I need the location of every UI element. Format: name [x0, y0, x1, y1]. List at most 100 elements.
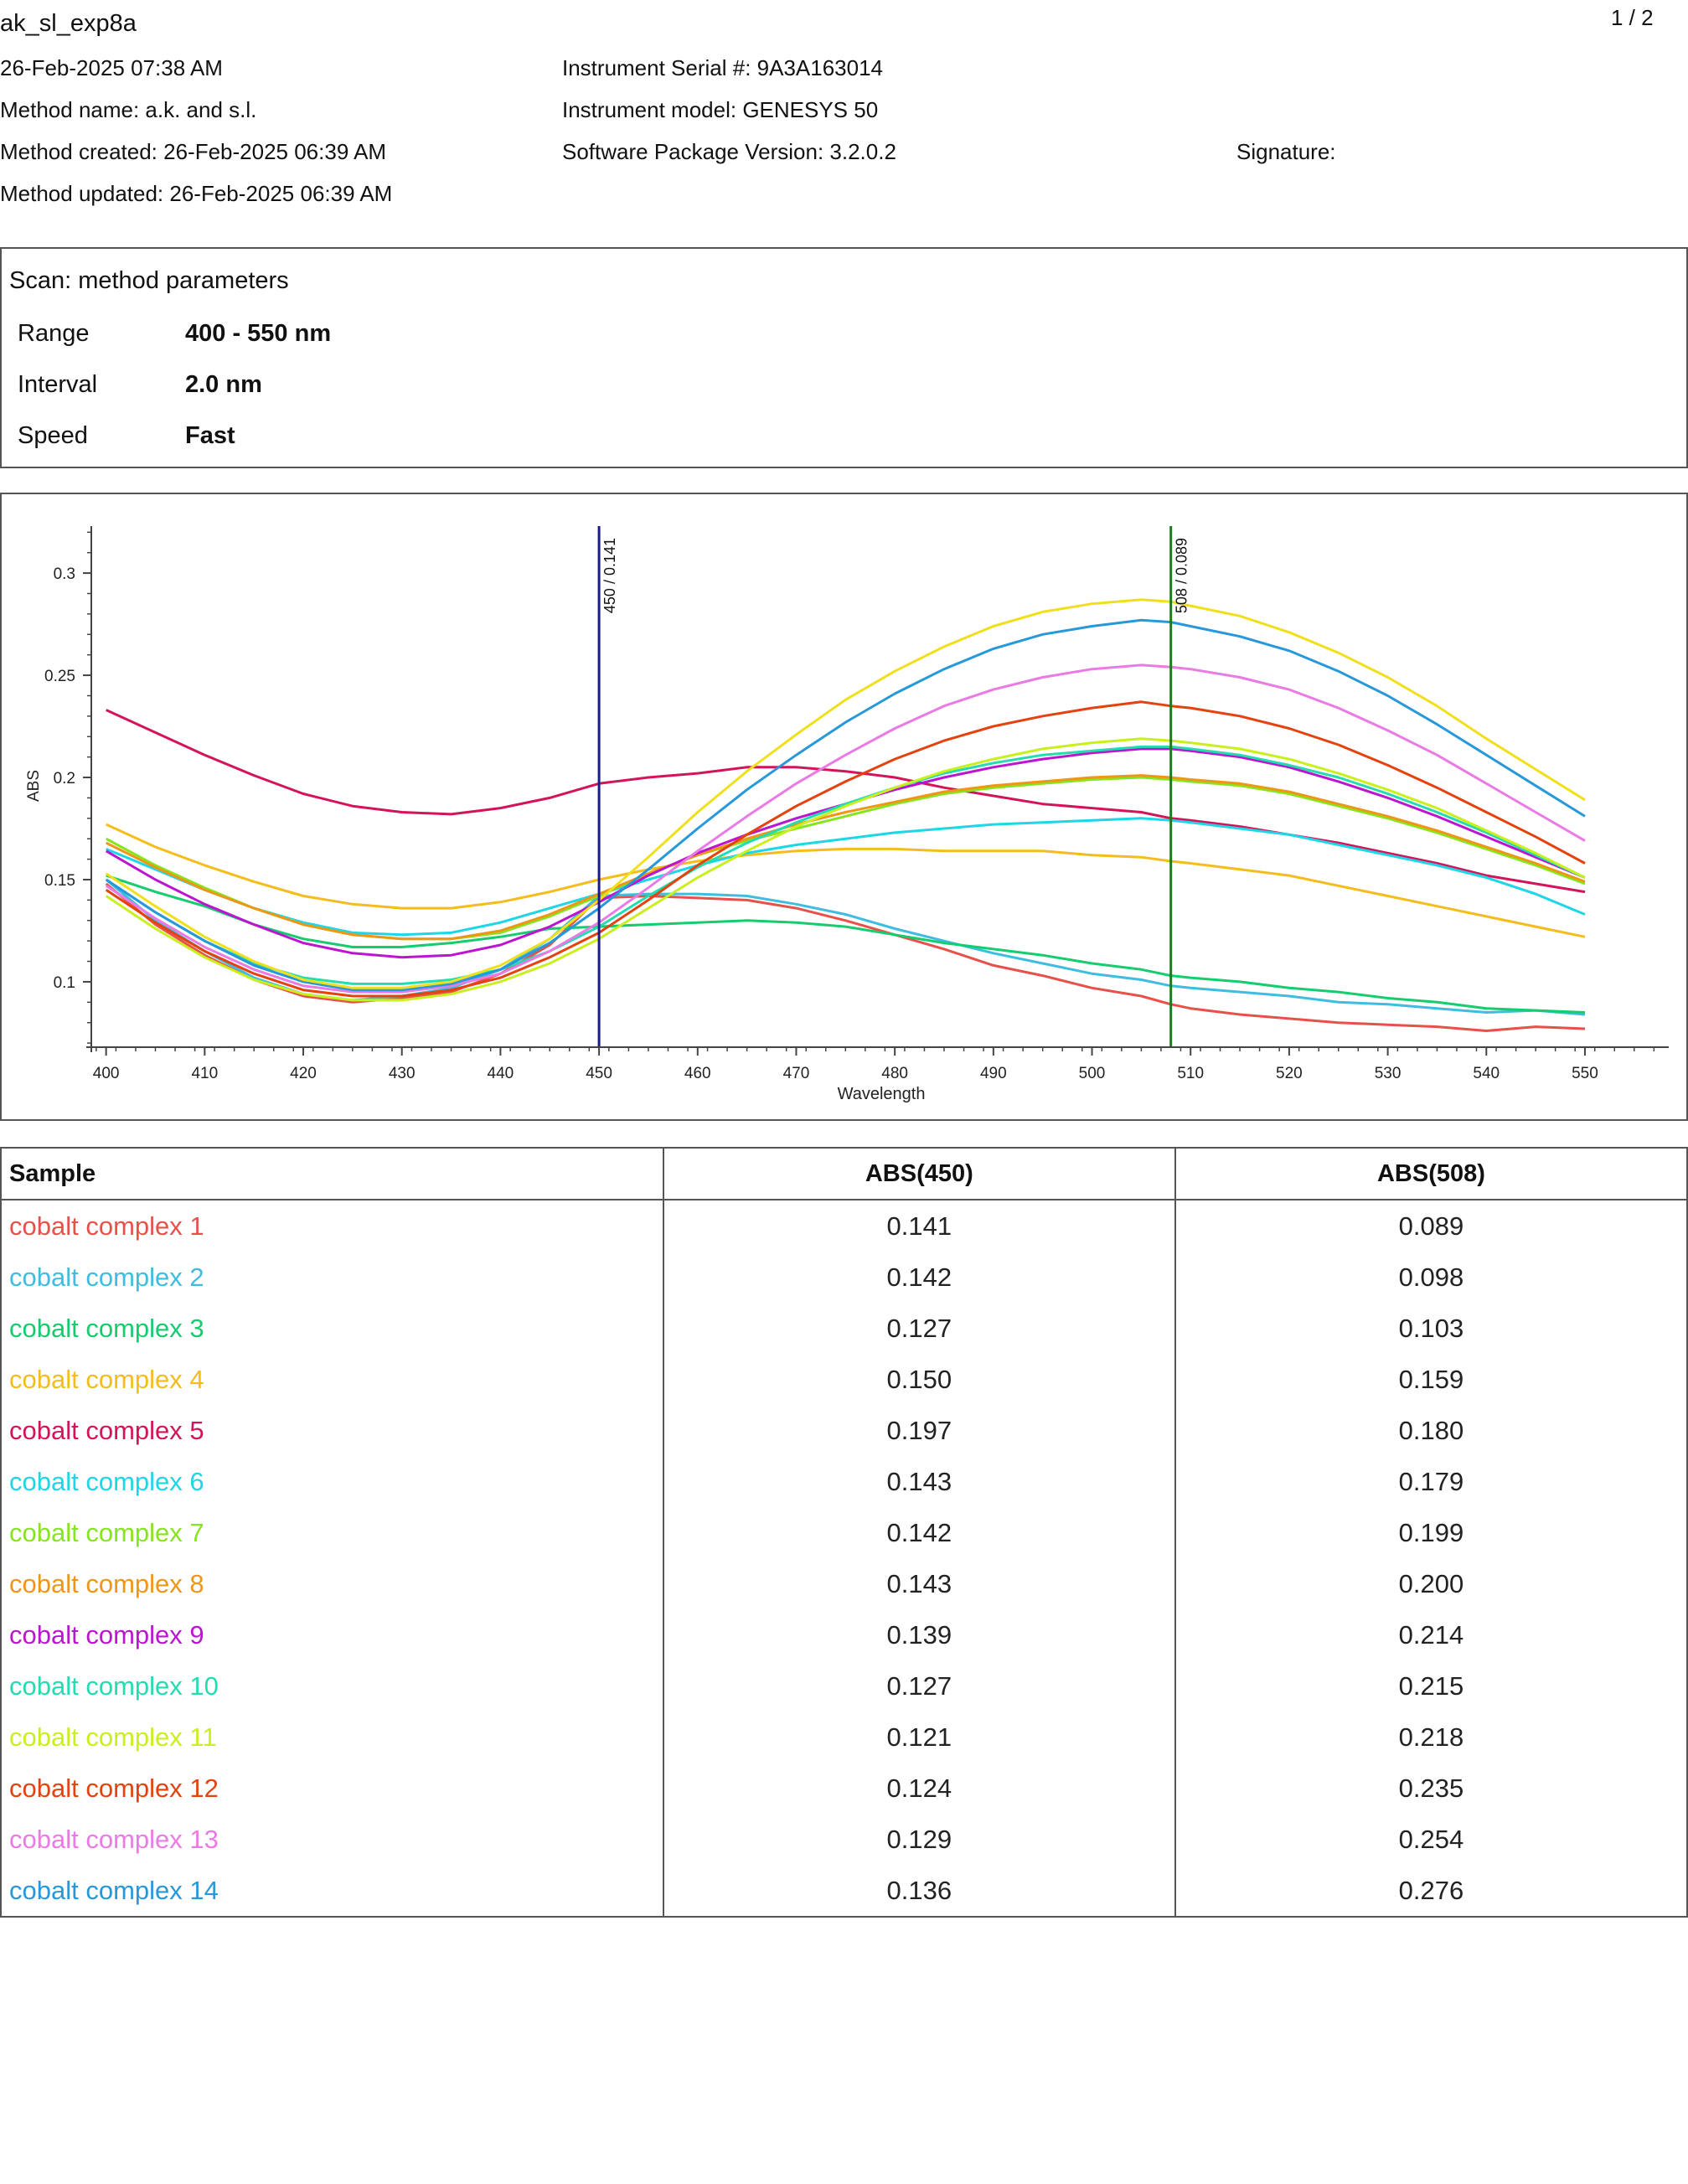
abs450-value: 0.124	[662, 1763, 1176, 1814]
software-version: Software Package Version: 3.2.0.2	[562, 139, 896, 164]
param-label-interval: Interval	[18, 371, 98, 398]
method-created: Method created: 26-Feb-2025 06:39 AM	[0, 139, 387, 164]
x-tick-label: 550	[1572, 1065, 1598, 1082]
x-tick-label: 490	[980, 1065, 1007, 1082]
series-line-8	[106, 774, 1586, 941]
params-title: Scan: method parameters	[9, 267, 289, 294]
table-row: cobalt complex 5 0.197 0.180	[0, 1405, 1688, 1456]
page-number: 1 / 2	[1611, 5, 1654, 30]
param-value-range: 400 - 550 nm	[185, 320, 332, 347]
table-row: cobalt complex 12 0.124 0.235	[0, 1763, 1688, 1814]
table-row: cobalt complex 6 0.143 0.179	[0, 1456, 1688, 1507]
signature-label: Signature:	[1236, 139, 1336, 164]
param-label-speed: Speed	[18, 422, 88, 449]
table-row: cobalt complex 4 0.150 0.159	[0, 1354, 1688, 1405]
y-axis-label: ABS	[25, 770, 43, 802]
abs450-value: 0.197	[662, 1405, 1176, 1456]
param-label-range: Range	[18, 320, 90, 347]
abs508-value: 0.089	[1174, 1200, 1688, 1252]
spectrum-chart: 450 / 0.141 508 / 0.089 0.1 0.15 0.2 0.25 0.3…	[25, 526, 1669, 1103]
series-line-3	[106, 874, 1586, 1014]
series-line-4	[106, 823, 1586, 938]
abs450-value: 0.142	[662, 1507, 1176, 1558]
method-updated: Method updated: 26-Feb-2025 06:39 AM	[0, 181, 393, 206]
series-line-6	[106, 817, 1586, 937]
method-name: Method name: a.k. and s.l.	[0, 97, 257, 122]
marker-label: 508 / 0.089	[1174, 538, 1190, 613]
table-row: cobalt complex 10 0.127 0.215	[0, 1660, 1688, 1712]
abs508-value: 0.179	[1174, 1456, 1688, 1507]
sample-name: cobalt complex 7	[0, 1507, 664, 1558]
abs450-value: 0.141	[662, 1200, 1176, 1252]
table-row: cobalt complex 11 0.121 0.218	[0, 1712, 1688, 1763]
sample-name: cobalt complex 12	[0, 1763, 664, 1814]
sample-name: cobalt complex 5	[0, 1405, 664, 1456]
x-tick-label: 540	[1473, 1065, 1500, 1082]
instrument-serial: Instrument Serial #: 9A3A163014	[562, 55, 884, 80]
abs450-value: 0.129	[662, 1814, 1176, 1865]
abs508-value: 0.254	[1174, 1814, 1688, 1865]
abs450-value: 0.150	[662, 1354, 1176, 1405]
abs508-value: 0.200	[1174, 1558, 1688, 1609]
y-tick-label: 0.25	[44, 668, 75, 685]
sample-name: cobalt complex 10	[0, 1660, 664, 1712]
x-tick-label: 480	[881, 1065, 908, 1082]
x-tick-label: 440	[488, 1065, 514, 1082]
sample-name: cobalt complex 11	[0, 1712, 664, 1763]
x-tick-label: 400	[93, 1065, 120, 1082]
x-tick-label: 410	[191, 1065, 218, 1082]
x-tick-label: 470	[783, 1065, 810, 1082]
abs508-value: 0.215	[1174, 1660, 1688, 1712]
sample-name: cobalt complex 14	[0, 1865, 664, 1918]
table-row: cobalt complex 2 0.142 0.098	[0, 1252, 1688, 1303]
abs450-value: 0.121	[662, 1712, 1176, 1763]
x-tick-label: 520	[1276, 1065, 1303, 1082]
abs508-value: 0.199	[1174, 1507, 1688, 1558]
abs508-value: 0.218	[1174, 1712, 1688, 1763]
results-table: Sample ABS(450) ABS(508) cobalt complex …	[0, 1147, 1688, 1918]
table-row: cobalt complex 13 0.129 0.254	[0, 1814, 1688, 1865]
x-axis-label: Wavelength	[838, 1085, 926, 1103]
x-tick-label: 430	[389, 1065, 416, 1082]
table-row: cobalt complex 8 0.143 0.200	[0, 1558, 1688, 1609]
series-line-13	[105, 663, 1586, 994]
report-datetime: 26-Feb-2025 07:38 AM	[0, 55, 223, 80]
abs508-value: 0.235	[1174, 1763, 1688, 1814]
sample-name: cobalt complex 3	[0, 1303, 664, 1354]
x-tick-label: 420	[290, 1065, 317, 1082]
abs508-value: 0.180	[1174, 1405, 1688, 1456]
abs450-value: 0.143	[662, 1558, 1176, 1609]
column-header-abs508: ABS(508)	[1174, 1147, 1688, 1200]
abs508-value: 0.159	[1174, 1354, 1688, 1405]
column-header-sample: Sample	[0, 1147, 664, 1200]
abs508-value: 0.098	[1174, 1252, 1688, 1303]
series-line-12	[105, 700, 1586, 998]
table-row: cobalt complex 9 0.139 0.214	[0, 1609, 1688, 1660]
sample-name: cobalt complex 6	[0, 1456, 664, 1507]
y-tick-label: 0.15	[44, 872, 75, 890]
instrument-model: Instrument model: GENESYS 50	[562, 97, 879, 122]
abs508-value: 0.214	[1174, 1609, 1688, 1660]
table-row: cobalt complex 14 0.136 0.276	[0, 1865, 1688, 1918]
param-value-interval: 2.0 nm	[185, 371, 262, 398]
series-line-11	[105, 737, 1586, 1002]
marker-label: 450 / 0.141	[601, 538, 618, 613]
y-tick-label: 0.3	[54, 565, 75, 583]
sample-name: cobalt complex 1	[0, 1200, 664, 1252]
param-value-speed: Fast	[185, 422, 235, 449]
column-header-abs450: ABS(450)	[662, 1147, 1176, 1200]
table-row: cobalt complex 3 0.127 0.103	[0, 1303, 1688, 1354]
y-tick-label: 0.2	[54, 770, 75, 787]
series-line-14	[105, 618, 1586, 992]
sample-name: cobalt complex 4	[0, 1354, 664, 1405]
series-line-15	[105, 598, 1586, 989]
table-row: cobalt complex 7 0.142 0.199	[0, 1507, 1688, 1558]
abs450-value: 0.136	[662, 1865, 1176, 1918]
abs508-value: 0.276	[1174, 1865, 1688, 1918]
x-tick-label: 530	[1375, 1065, 1402, 1082]
x-tick-label: 460	[684, 1065, 711, 1082]
sample-name: cobalt complex 8	[0, 1558, 664, 1609]
table-row: cobalt complex 1 0.141 0.089	[0, 1200, 1688, 1252]
x-tick-label: 510	[1177, 1065, 1204, 1082]
series-line-5	[106, 709, 1586, 894]
